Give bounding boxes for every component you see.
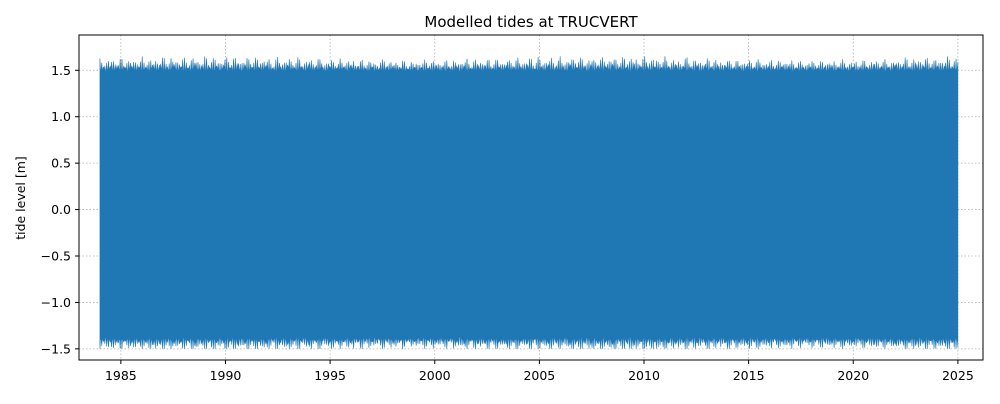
x-tick-label: 2005 xyxy=(523,368,555,383)
y-tick-label: −0.5 xyxy=(41,249,71,264)
y-tick-label: −1.0 xyxy=(41,295,71,310)
tide-series xyxy=(99,56,959,349)
x-tick-label: 2010 xyxy=(628,368,660,383)
x-tick-label: 2025 xyxy=(942,368,974,383)
x-tick-label: 2000 xyxy=(419,368,451,383)
y-tick-label: 1.0 xyxy=(51,109,71,124)
x-tick-label: 2020 xyxy=(837,368,869,383)
y-axis-title: tide level [m] xyxy=(13,156,28,240)
series-area xyxy=(99,56,959,349)
plot-frame xyxy=(78,34,984,361)
chart-title: Modelled tides at TRUCVERT xyxy=(424,13,638,31)
y-axis: −1.5 −1.0 −0.5 0.0 0.5 1.0 1.5 xyxy=(41,63,79,356)
x-tick-label: 1985 xyxy=(105,368,137,383)
x-tick-label: 1995 xyxy=(314,368,346,383)
y-tick-label: 0.0 xyxy=(51,202,71,217)
y-tick-label: 1.5 xyxy=(51,63,71,78)
y-tick-label: 0.5 xyxy=(51,156,71,171)
x-tick-label: 2015 xyxy=(733,368,765,383)
x-tick-label: 1990 xyxy=(210,368,242,383)
x-axis: 1985 1990 1995 2000 2005 2010 2015 2020 2025 xyxy=(105,360,974,383)
y-tick-label: −1.5 xyxy=(41,341,71,356)
